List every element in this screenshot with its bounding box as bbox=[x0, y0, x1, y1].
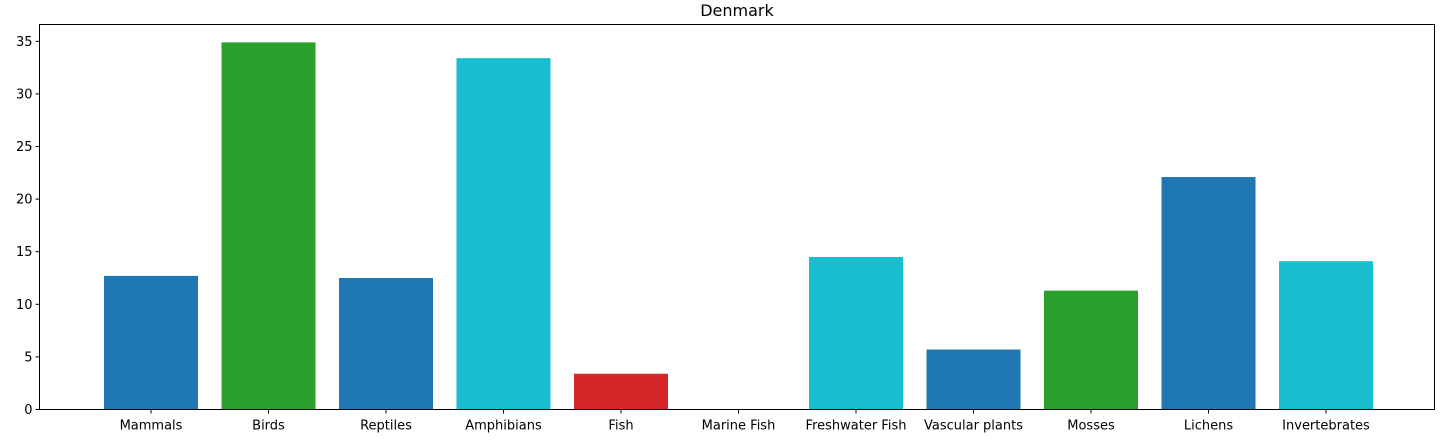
axis-layer: 0 5 10 15 20 25 30 35 Mammals Birds Reptiles Amphib… bbox=[16, 35, 1370, 434]
y-tick-label: 15 bbox=[16, 245, 33, 260]
x-tick-label: Mammals bbox=[120, 419, 183, 434]
y-tick-label: 0 bbox=[24, 403, 32, 418]
x-tick-label: Amphibians bbox=[465, 419, 542, 434]
x-tick-label: Freshwater Fish bbox=[806, 419, 907, 434]
y-tick-label: 20 bbox=[16, 193, 33, 208]
y-tick-label: 30 bbox=[16, 87, 33, 102]
y-tick-label: 25 bbox=[16, 140, 33, 155]
bar-amphibians bbox=[456, 58, 551, 410]
bar-invertebrates bbox=[1279, 261, 1373, 410]
bar-reptiles bbox=[339, 278, 433, 410]
bar-mosses bbox=[1044, 290, 1138, 410]
bar-vascular-plants bbox=[926, 349, 1021, 410]
x-tick-label: Invertebrates bbox=[1282, 419, 1370, 434]
x-tick-label: Mosses bbox=[1067, 419, 1115, 434]
chart-title: Denmark bbox=[700, 1, 774, 20]
x-tick-label: Marine Fish bbox=[702, 419, 776, 434]
x-tick-label: Fish bbox=[608, 419, 633, 434]
y-tick-label: 10 bbox=[16, 298, 33, 313]
bar-mammals bbox=[104, 275, 198, 410]
bars-layer bbox=[104, 42, 1373, 410]
bar-birds bbox=[221, 42, 316, 410]
bar-freshwater-fish bbox=[809, 256, 903, 410]
y-tick-label: 35 bbox=[16, 35, 33, 50]
x-tick-label: Birds bbox=[252, 419, 285, 434]
bar-fish bbox=[574, 373, 668, 410]
bar-lichens bbox=[1161, 177, 1256, 410]
x-tick-label: Reptiles bbox=[360, 419, 412, 434]
plot-frame bbox=[39, 24, 1435, 410]
x-tick-label: Lichens bbox=[1184, 419, 1233, 434]
x-tick-label: Vascular plants bbox=[924, 419, 1023, 434]
y-tick-label: 5 bbox=[24, 350, 32, 365]
